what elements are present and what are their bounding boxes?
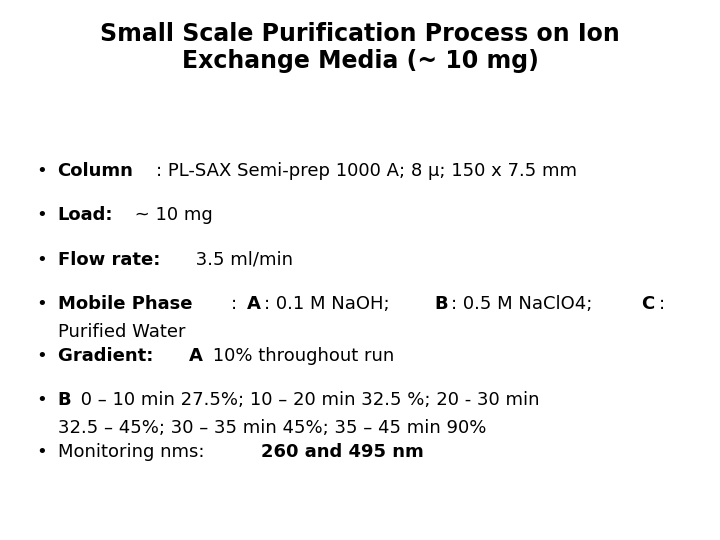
Text: : 0.1 M NaOH;: : 0.1 M NaOH; [264,295,396,313]
Text: •: • [36,295,47,313]
Text: Purified Water: Purified Water [58,323,185,341]
Text: : PL-SAX Semi-prep 1000 A; 8 μ; 150 x 7.5 mm: : PL-SAX Semi-prep 1000 A; 8 μ; 150 x 7.… [156,162,577,180]
Text: Flow rate:: Flow rate: [58,251,160,268]
Text: B: B [58,391,71,409]
Text: :: : [231,295,243,313]
Text: •: • [36,162,47,180]
Text: Column: Column [58,162,133,180]
Text: 260 and 495 nm: 260 and 495 nm [261,443,424,461]
Text: :: : [658,295,665,313]
Text: 10% throughout run: 10% throughout run [207,347,394,365]
Text: •: • [36,251,47,268]
Text: •: • [36,206,47,224]
Text: 0 – 10 min 27.5%; 10 – 20 min 32.5 %; 20 - 30 min: 0 – 10 min 27.5%; 10 – 20 min 32.5 %; 20… [75,391,540,409]
Text: Monitoring nms:: Monitoring nms: [58,443,215,461]
Text: Gradient:: Gradient: [58,347,159,365]
Text: Small Scale Purification Process on Ion
Exchange Media (~ 10 mg): Small Scale Purification Process on Ion … [100,22,620,73]
Text: : 0.5 M NaClO4;: : 0.5 M NaClO4; [451,295,598,313]
Text: C: C [642,295,654,313]
Text: •: • [36,391,47,409]
Text: A: A [189,347,202,365]
Text: A: A [246,295,261,313]
Text: 32.5 – 45%; 30 – 35 min 45%; 35 – 45 min 90%: 32.5 – 45%; 30 – 35 min 45%; 35 – 45 min… [58,419,486,437]
Text: ~ 10 mg: ~ 10 mg [129,206,213,224]
Text: 3.5 ml/min: 3.5 ml/min [189,251,293,268]
Text: •: • [36,443,47,461]
Text: •: • [36,347,47,365]
Text: Mobile Phase: Mobile Phase [58,295,192,313]
Text: Load:: Load: [58,206,113,224]
Text: B: B [434,295,448,313]
